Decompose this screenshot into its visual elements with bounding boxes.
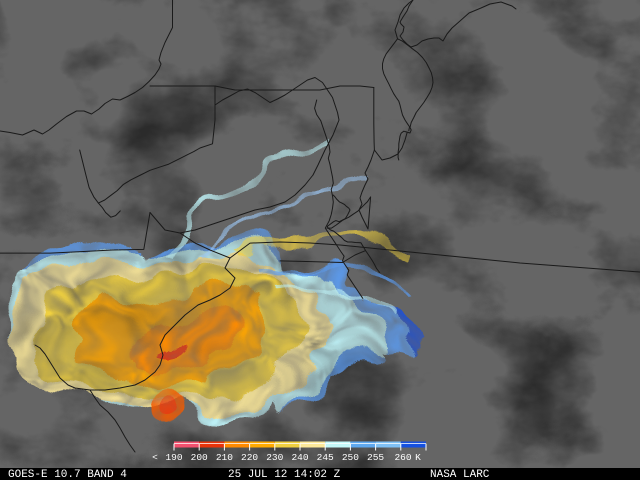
svg-text:250: 250 [342, 452, 359, 463]
svg-text:220: 220 [241, 452, 258, 463]
svg-text:GOES-E 10.7 BAND 4: GOES-E 10.7 BAND 4 [8, 469, 127, 480]
svg-text:190: 190 [165, 452, 182, 463]
svg-text:200: 200 [191, 452, 208, 463]
svg-text:245: 245 [317, 452, 334, 463]
svg-text:255: 255 [367, 452, 384, 463]
svg-text:<: < [152, 452, 158, 463]
svg-text:NASA LARC: NASA LARC [430, 469, 490, 480]
svg-text:260: 260 [394, 452, 411, 463]
svg-text:210: 210 [216, 452, 233, 463]
svg-text:K: K [415, 452, 421, 463]
svg-text:230: 230 [266, 452, 283, 463]
svg-text:240: 240 [291, 452, 308, 463]
svg-text:25 JUL 12 14:02 Z: 25 JUL 12 14:02 Z [228, 469, 341, 480]
